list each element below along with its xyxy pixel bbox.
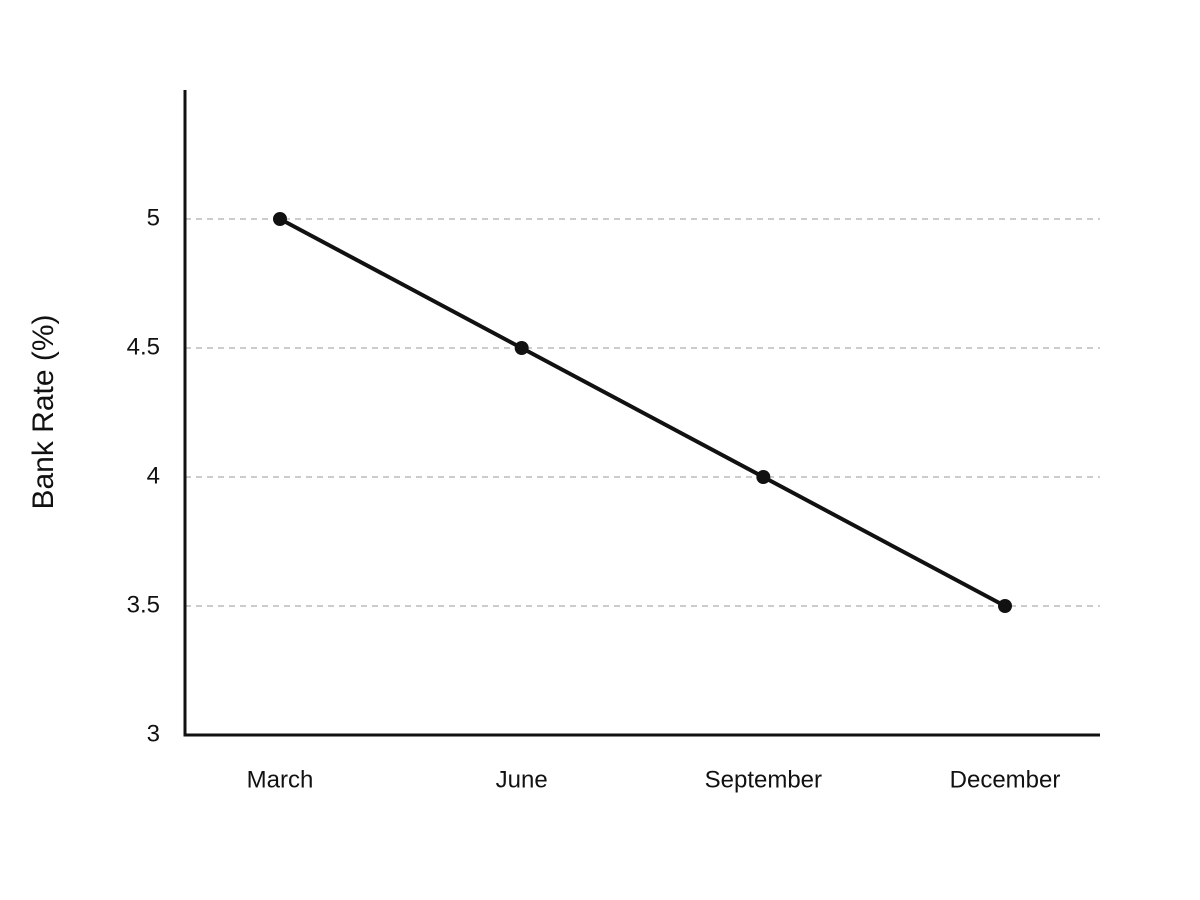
y-tick-label: 4.5	[127, 333, 160, 360]
marker	[998, 599, 1012, 613]
line	[279, 217, 1006, 608]
y-tick-label: 5	[147, 204, 160, 231]
y-tick-label: 3	[147, 720, 160, 747]
x-tick-label: September	[705, 766, 822, 793]
marker	[756, 470, 771, 484]
marker	[514, 341, 529, 355]
y-tick-label: 3.5	[127, 591, 160, 618]
y-tick-label: 4	[147, 462, 160, 489]
x-tick-label: December	[950, 766, 1061, 793]
marker	[273, 212, 287, 226]
y-axis-label: Bank Rate (%)	[27, 314, 60, 509]
x-tick-label: June	[496, 766, 548, 793]
x-tick-label: March	[247, 766, 314, 793]
